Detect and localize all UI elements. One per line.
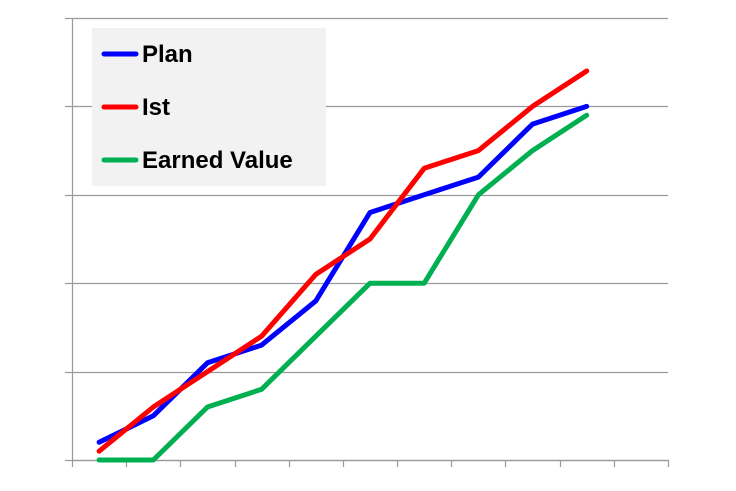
legend-label-earned-value: Earned Value (142, 147, 293, 174)
legend: Plan Ist Earned Value (92, 28, 326, 186)
series-line-ist (96, 68, 590, 454)
series-line-earned-value (96, 112, 590, 463)
legend-label-plan: Plan (142, 41, 193, 68)
series-lines (96, 68, 590, 463)
legend-label-ist: Ist (142, 94, 170, 121)
axes (71, 18, 670, 467)
